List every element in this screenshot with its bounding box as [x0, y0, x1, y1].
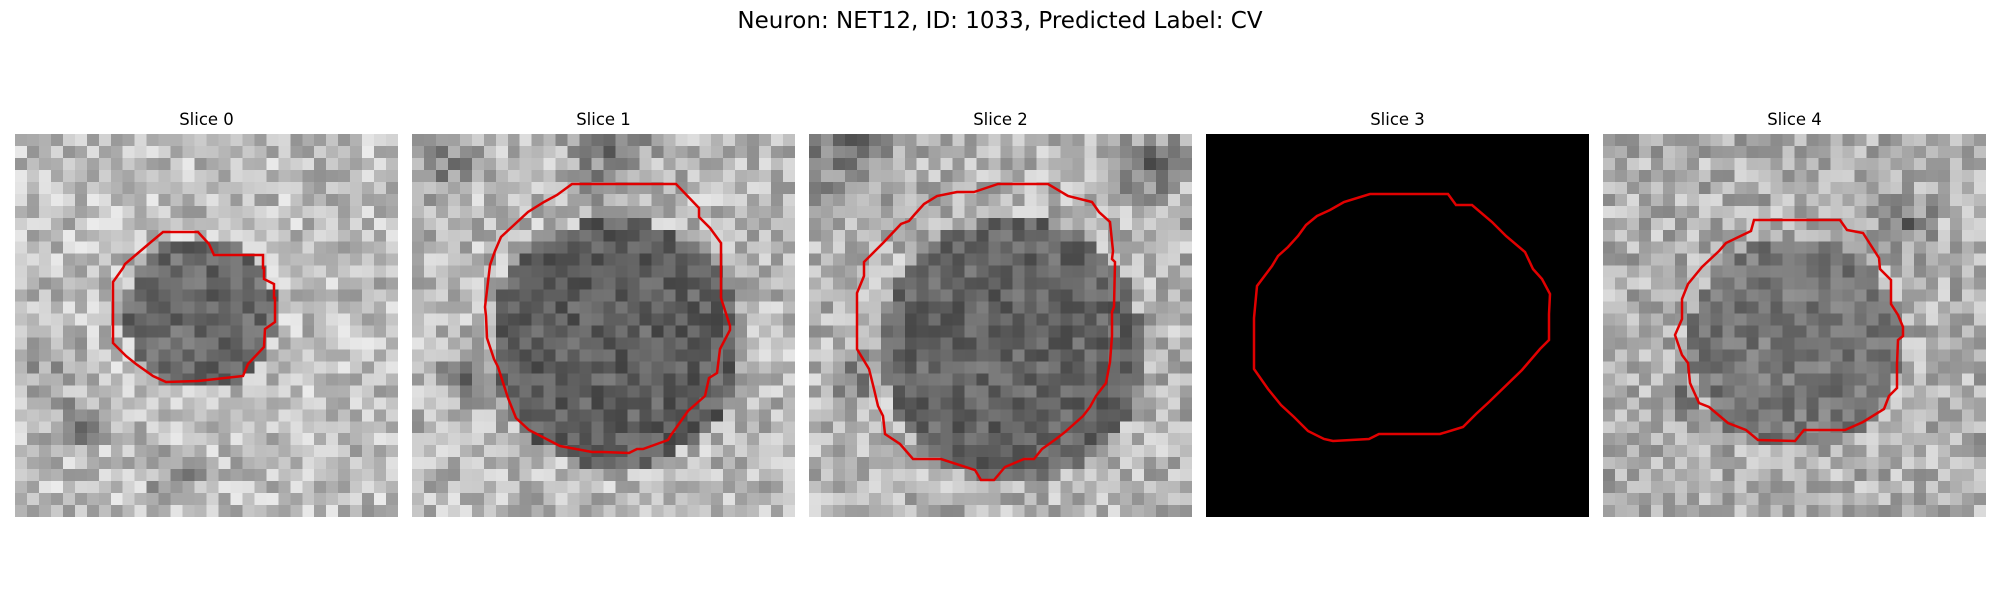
slice-0-image [15, 134, 398, 517]
slice-2-contour-overlay [855, 182, 1117, 482]
slice-0-cell-contour [111, 230, 277, 384]
panel-slice-2 [809, 134, 1192, 517]
panel-title-slice-3: Slice 3 [1370, 110, 1425, 129]
slice-0-contour-overlay [111, 230, 277, 384]
slice-2-image [809, 134, 1192, 517]
slice-3-image [1206, 134, 1589, 517]
slice-1-cell-contour [483, 182, 732, 455]
panel-slice-3 [1206, 134, 1589, 517]
slice-4-contour-overlay [1673, 218, 1905, 443]
figure-title: Neuron: NET12, ID: 1033, Predicted Label… [737, 8, 1263, 34]
panel-slice-0 [15, 134, 398, 517]
panel-slice-4 [1603, 134, 1986, 517]
slice-2-cell-contour [855, 182, 1117, 482]
slice-3-blank-background [1206, 134, 1589, 517]
panel-title-slice-4: Slice 4 [1767, 110, 1822, 129]
slice-3-cell-contour [1252, 192, 1552, 443]
panel-slice-1 [412, 134, 795, 517]
slice-4-image [1603, 134, 1986, 517]
panel-title-slice-0: Slice 0 [179, 110, 234, 129]
panel-title-slice-2: Slice 2 [973, 110, 1028, 129]
panel-title-slice-1: Slice 1 [576, 110, 631, 129]
slice-4-cell-contour [1673, 218, 1905, 443]
slice-1-contour-overlay [483, 182, 732, 455]
